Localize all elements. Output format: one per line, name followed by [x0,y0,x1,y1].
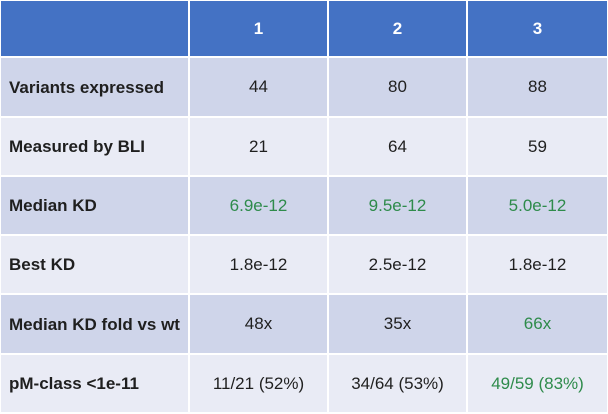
header-cell-round-1: 1 [190,1,329,58]
table-cell: 80 [329,58,468,118]
table-cell: 21 [190,118,329,177]
header-cell-corner [1,1,190,58]
header-cell-round-3: 3 [468,1,607,58]
table-cell: 2.5e-12 [329,236,468,295]
row-label: Best KD [1,236,190,295]
row-label: Variants expressed [1,58,190,118]
table-cell: 59 [468,118,607,177]
table-cell: 34/64 (53%) [329,355,468,414]
table-cell: 35x [329,295,468,355]
table-cell: 11/21 (52%) [190,355,329,414]
header-cell-round-2: 2 [329,1,468,58]
table-cell: 64 [329,118,468,177]
table-cell: 48x [190,295,329,355]
row-label: pM-class <1e-11 [1,355,190,414]
table-cell: 6.9e-12 [190,177,329,236]
table-cell: 66x [468,295,607,355]
table-cell: 44 [190,58,329,118]
table-cell: 49/59 (83%) [468,355,607,414]
table-cell: 88 [468,58,607,118]
row-label: Median KD [1,177,190,236]
table-cell: 9.5e-12 [329,177,468,236]
row-label: Measured by BLI [1,118,190,177]
table-cell: 1.8e-12 [190,236,329,295]
table-cell: 1.8e-12 [468,236,607,295]
row-label: Median KD fold vs wt [1,295,190,355]
table-cell: 5.0e-12 [468,177,607,236]
